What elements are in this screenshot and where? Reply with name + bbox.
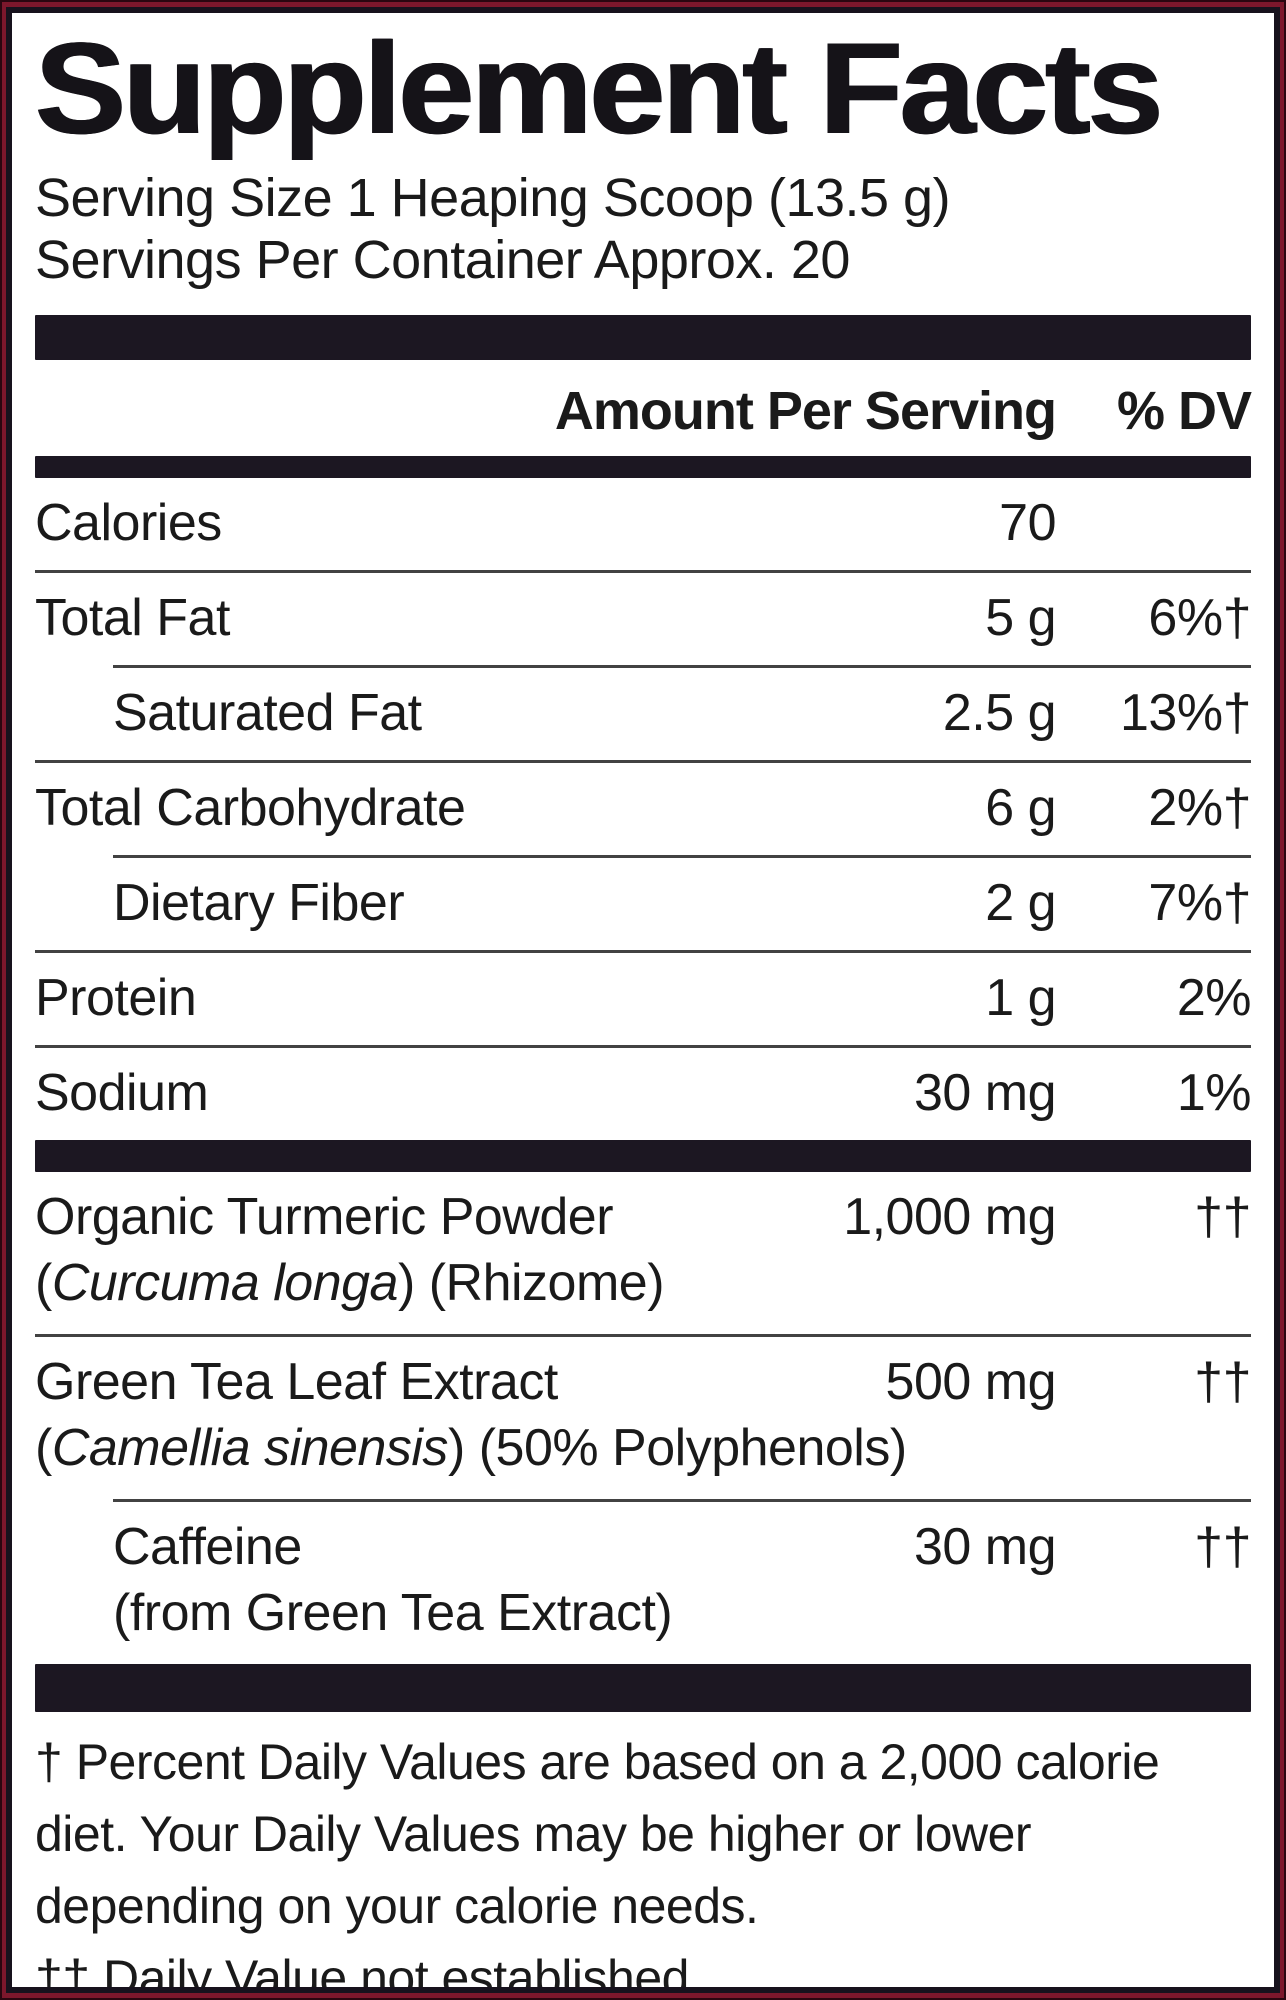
latin-name: Camellia sinensis [51, 1419, 449, 1477]
nutrient-name: Sodium [35, 1064, 209, 1122]
column-header-row: Amount Per Serving % DV [35, 360, 1252, 456]
nutrient-dv: 7%† [1148, 874, 1251, 932]
row-calories: Calories 70 [35, 478, 1251, 570]
thick-rule-bottom [35, 1664, 1251, 1712]
ingredient-detail: (Curcuma longa) (Rhizome) [35, 1244, 1251, 1310]
separator [35, 1334, 1251, 1337]
nutrient-dv: 2%† [1148, 779, 1251, 837]
nutrient-amount: 2.5 g [942, 684, 1057, 742]
detail-post: ) (50% Polyphenols) [447, 1419, 907, 1477]
row-green-tea-leaf-extract: Green Tea Leaf Extract 500 mg †† (Camell… [35, 1337, 1252, 1499]
separator [35, 1045, 1251, 1048]
nutrient-name: Total Carbohydrate [35, 779, 466, 837]
row-protein: Protein 1 g 2% [35, 953, 1252, 1045]
nutrient-name: Dietary Fiber [113, 874, 405, 932]
row-organic-turmeric-powder: Organic Turmeric Powder 1,000 mg †† (Cur… [35, 1172, 1252, 1334]
thick-rule-top [35, 315, 1251, 360]
nutrient-name: Protein [35, 969, 197, 1027]
footnotes: † Percent Daily Values are based on a 2,… [35, 1712, 1251, 1993]
detail-pre: ( [35, 1254, 52, 1312]
servings-per-container: Servings Per Container Approx. 20 [35, 230, 850, 290]
separator-indented [113, 1499, 1251, 1502]
separator [35, 760, 1251, 763]
ingredient-detail: (Camellia sinensis) (50% Polyphenols) [35, 1409, 1251, 1475]
nutrient-amount: 70 [999, 494, 1056, 552]
ingredient-amount: 30 mg [913, 1518, 1057, 1576]
ingredient-amount: 500 mg [885, 1353, 1057, 1411]
detail-pre: (from Green Tea Extract) [113, 1584, 673, 1642]
nutrient-dv: 1% [1176, 1064, 1252, 1122]
row-dietary-fiber: Dietary Fiber 2 g 7%† [35, 858, 1252, 950]
nutrient-amount: 30 mg [913, 1064, 1057, 1122]
ingredient-name: Organic Turmeric Powder [35, 1188, 614, 1246]
supplement-facts-panel: Supplement Facts Serving Size 1 Heaping … [6, 7, 1280, 1993]
serving-size: Serving Size 1 Heaping Scoop (13.5 g) [35, 168, 951, 228]
percent-dv-header: % DV [1116, 381, 1252, 441]
row-total-carbohydrate: Total Carbohydrate 6 g 2%† [35, 763, 1252, 855]
nutrient-name: Calories [35, 494, 222, 552]
panel-title: Supplement Facts [35, 15, 1163, 161]
row-total-fat: Total Fat 5 g 6%† [35, 573, 1252, 665]
ingredient-dv: †† [1194, 1518, 1251, 1576]
ingredient-detail: (from Green Tea Extract) [35, 1574, 1251, 1640]
ingredient-name: Caffeine [113, 1518, 302, 1576]
detail-pre: ( [35, 1419, 52, 1477]
thick-rule-header [35, 456, 1251, 478]
nutrient-name: Saturated Fat [113, 684, 422, 742]
nutrient-name: Total Fat [35, 589, 230, 647]
nutrient-amount: 2 g [985, 874, 1056, 932]
separator [35, 570, 1251, 573]
separator-indented [113, 855, 1251, 858]
footnote-daily-values: † Percent Daily Values are based on a 2,… [35, 1734, 1160, 1934]
ingredient-name: Green Tea Leaf Extract [35, 1353, 558, 1411]
footnote-dv-not-established: †† Daily Value not established. [35, 1950, 703, 1993]
row-saturated-fat: Saturated Fat 2.5 g 13%† [35, 668, 1252, 760]
ingredient-dv: †† [1194, 1353, 1251, 1411]
nutrient-dv: 13%† [1120, 684, 1252, 742]
ingredient-dv: †† [1194, 1188, 1251, 1246]
nutrient-dv: 2% [1176, 969, 1252, 1027]
nutrient-amount: 6 g [985, 779, 1056, 837]
separator [35, 950, 1251, 953]
nutrient-dv: 6%† [1148, 589, 1251, 647]
nutrient-amount: 5 g [985, 589, 1056, 647]
row-sodium: Sodium 30 mg 1% [35, 1048, 1252, 1140]
detail-post: ) (Rhizome) [397, 1254, 665, 1312]
nutrient-amount: 1 g [985, 969, 1056, 1027]
thick-rule-middle [35, 1140, 1251, 1172]
latin-name: Curcuma longa [51, 1254, 399, 1312]
separator-indented [113, 665, 1251, 668]
amount-per-serving-header: Amount Per Serving [554, 381, 1057, 441]
ingredient-amount: 1,000 mg [843, 1188, 1056, 1246]
serving-info: Serving Size 1 Heaping Scoop (13.5 g) Se… [35, 167, 1251, 291]
row-caffeine: Caffeine 30 mg †† (from Green Tea Extrac… [35, 1502, 1252, 1664]
